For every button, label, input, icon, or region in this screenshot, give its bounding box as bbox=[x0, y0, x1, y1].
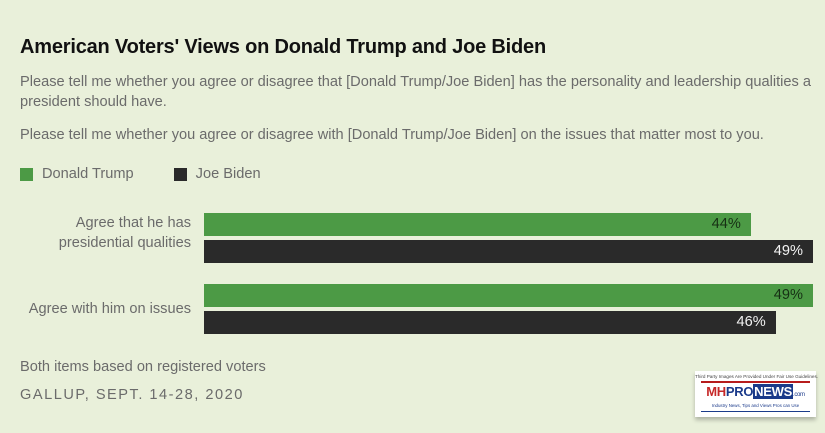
mhpronews-watermark: Third Party Images Are Provided Under Fa… bbox=[695, 371, 819, 417]
bar-trump-0 bbox=[204, 213, 751, 236]
legend-swatch-trump bbox=[20, 167, 33, 181]
category-label-presidential-qualities: Agree that he has presidential qualities bbox=[0, 213, 191, 253]
legend-swatch-biden bbox=[173, 167, 187, 181]
watermark-divider-red bbox=[701, 381, 810, 383]
legend-label-biden: Joe Biden bbox=[195, 166, 261, 182]
watermark-disclaimer: Third Party Images Are Provided Under Fa… bbox=[695, 374, 819, 379]
logo-pro: PRO bbox=[725, 383, 754, 399]
legend: Donald Trump Joe Biden bbox=[20, 166, 301, 182]
legend-label-trump: Donald Trump bbox=[42, 166, 134, 182]
bar-biden-0 bbox=[204, 240, 813, 263]
category-label-line: Agree that he has bbox=[75, 215, 191, 231]
mhpronews-logo: MHPRONEWS.com bbox=[695, 383, 816, 402]
logo-news: NEWS bbox=[753, 383, 793, 399]
bar-biden-1 bbox=[204, 311, 776, 334]
watermark-divider-blue bbox=[701, 410, 810, 412]
bar-value-label-trump-0: 44% bbox=[711, 216, 741, 232]
logo-mh: MH bbox=[706, 383, 726, 399]
chart-title: American Voters' Views on Donald Trump a… bbox=[20, 36, 546, 58]
bar-value-label-trump-1: 49% bbox=[773, 287, 803, 303]
bar-value-label-biden-0: 49% bbox=[773, 243, 803, 259]
category-label-line: presidential qualities bbox=[58, 235, 191, 251]
source-line: GALLUP, SEPT. 14-28, 2020 bbox=[20, 387, 244, 403]
question-text-2: Please tell me whether you agree or disa… bbox=[20, 127, 764, 143]
bar-trump-1 bbox=[204, 284, 813, 307]
question-text-1: Please tell me whether you agree or disa… bbox=[20, 74, 811, 110]
legend-item-biden: Joe Biden bbox=[173, 166, 261, 182]
legend-item-trump: Donald Trump bbox=[20, 166, 134, 182]
footnote: Both items based on registered voters bbox=[20, 359, 266, 375]
watermark-tagline: Industry News, Tips and Views Pros can U… bbox=[711, 402, 800, 408]
category-label-issues: Agree with him on issues bbox=[0, 299, 191, 319]
category-label-line: Agree with him on issues bbox=[28, 301, 191, 317]
bar-value-label-biden-1: 46% bbox=[736, 314, 766, 330]
logo-com: .com bbox=[792, 391, 805, 398]
